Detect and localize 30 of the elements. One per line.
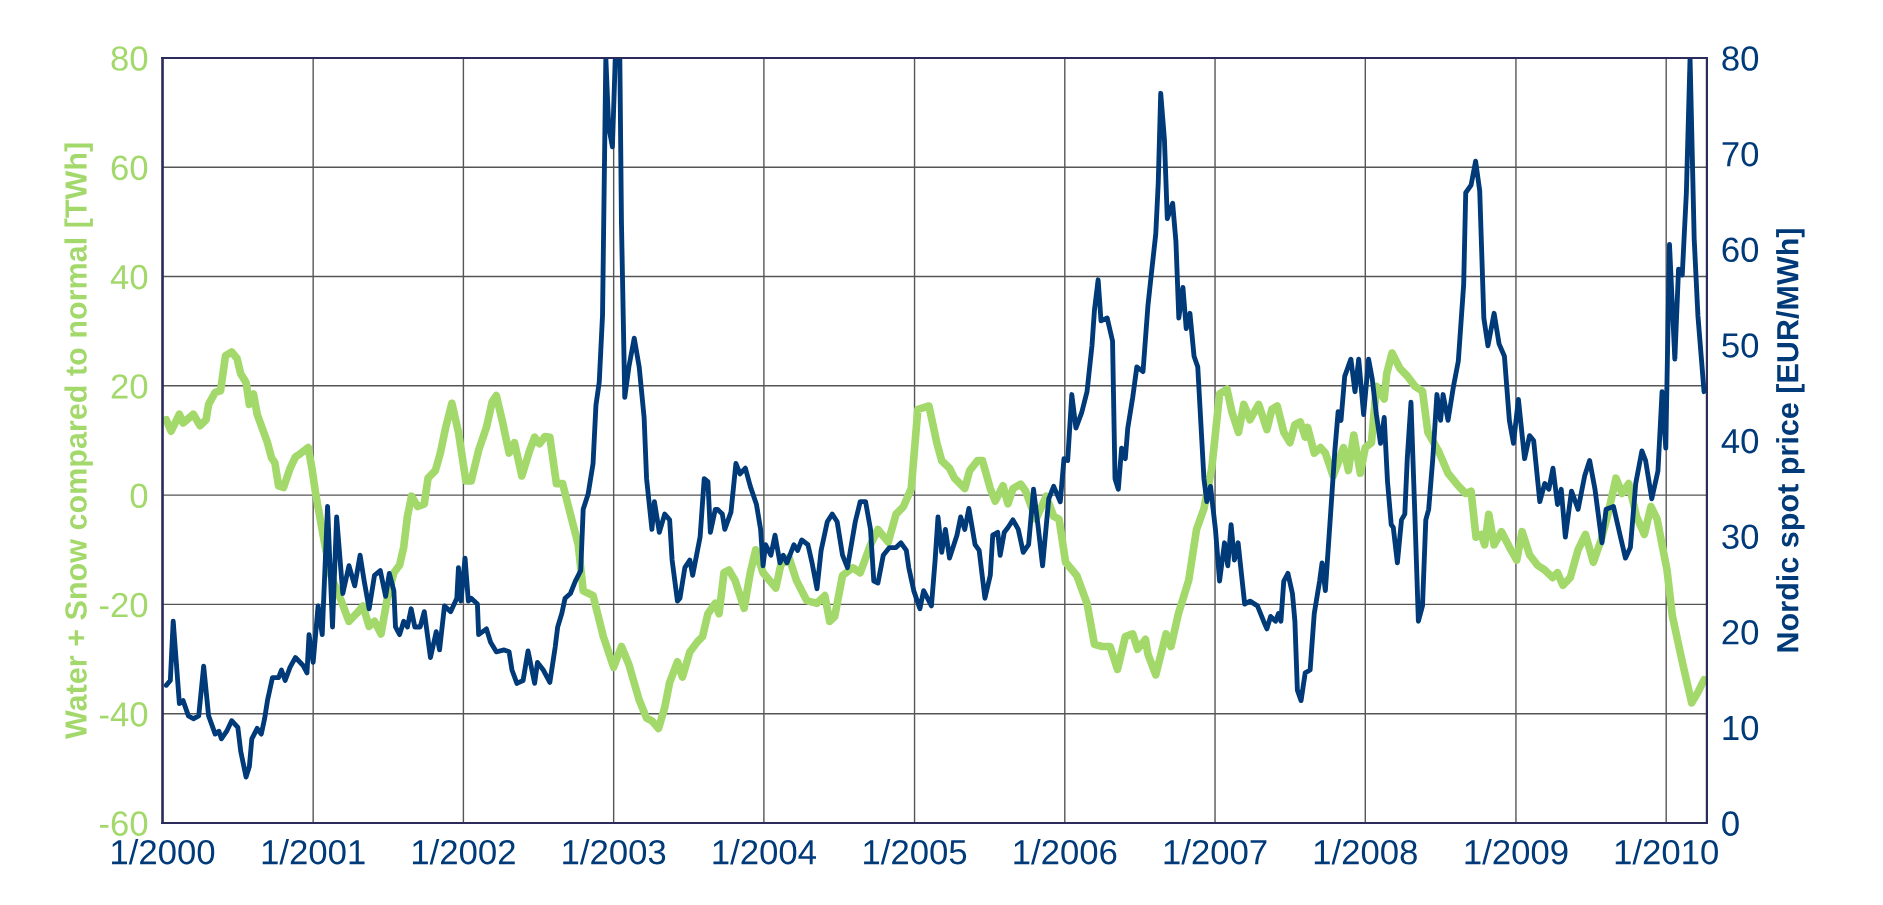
x-tick-label: 1/2009 <box>1465 838 1568 865</box>
x-tick-label: 1/2006 <box>1014 838 1117 865</box>
y-tick-label: -40 <box>99 702 148 727</box>
y-tick-label: 20 <box>111 374 148 399</box>
y-tick-label: 0 <box>130 483 148 509</box>
y-tick-label: 80 <box>111 46 148 71</box>
x-tick-label: 1/2007 <box>1164 838 1267 865</box>
y2-tick-label: 10 <box>1723 715 1759 741</box>
x-tick-label: 1/2003 <box>563 838 666 865</box>
x-tick-label: 1/2005 <box>864 838 967 865</box>
y-tick-label: 60 <box>111 155 148 181</box>
x-tick-label: 1/2002 <box>412 838 515 865</box>
y2-tick-label: 80 <box>1722 46 1759 71</box>
x-tick-label: 1/2008 <box>1314 838 1417 865</box>
y-tick-label: -60 <box>99 811 148 836</box>
y2-tick-label: 30 <box>1722 524 1759 550</box>
y2-tick-label: 40 <box>1721 428 1759 454</box>
x-tick-label: 1/2004 <box>713 838 816 865</box>
x-tick-label: 1/2000 <box>112 838 215 865</box>
x-tick-label: 1/2010 <box>1615 838 1718 865</box>
x-tick-label: 1/2001 <box>262 838 365 865</box>
y2-axis-title: Nordic spot price [EUR/MWh] <box>1776 229 1805 652</box>
y2-tick-label: 60 <box>1722 237 1759 263</box>
y2-tick-label: 50 <box>1722 333 1759 358</box>
y-tick-label: -20 <box>99 592 148 618</box>
y2-tick-label: 20 <box>1722 620 1759 645</box>
y-axis-title: Water + Snow compared to normal [TWh] <box>64 143 93 740</box>
y-tick-label: 40 <box>110 264 148 290</box>
y2-tick-label: 70 <box>1722 141 1759 167</box>
y2-tick-label: 0 <box>1722 811 1739 836</box>
